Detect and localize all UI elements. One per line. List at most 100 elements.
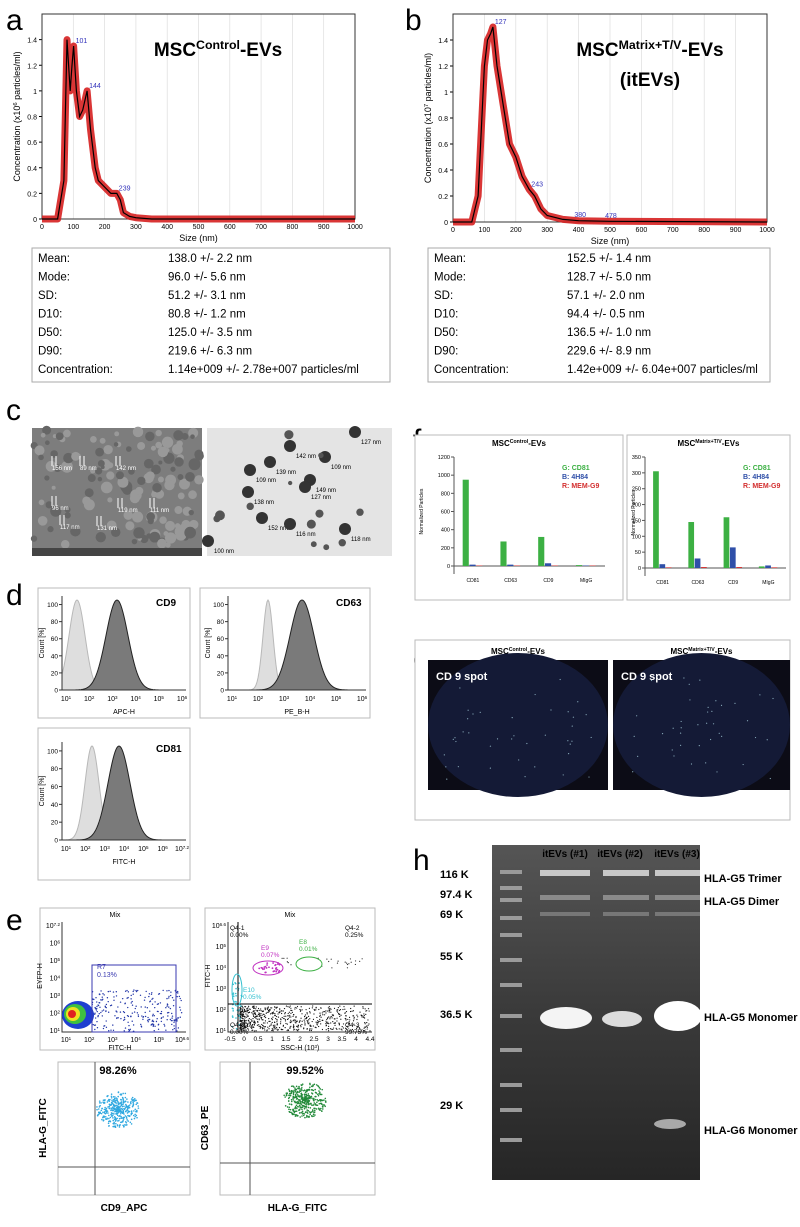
event-dot <box>340 1014 342 1016</box>
y-tick-label: 350 <box>632 455 641 461</box>
particle <box>133 527 145 539</box>
event-dot <box>328 1005 330 1008</box>
event-dot <box>255 1008 257 1010</box>
event-dot <box>253 1024 255 1026</box>
event-dot <box>238 1024 241 1026</box>
event-dot <box>127 1006 129 1009</box>
spot <box>769 777 771 780</box>
text-part: 10 <box>61 846 69 853</box>
event-dot <box>301 1101 304 1104</box>
text-part: 10 <box>50 958 58 965</box>
event-dot <box>327 1007 329 1009</box>
spot <box>457 766 459 768</box>
event-dot <box>289 1005 291 1007</box>
x-tick-label: 0 <box>40 224 44 231</box>
event-dot <box>260 966 263 969</box>
panel-letter: h <box>413 844 430 877</box>
event-dot <box>296 1005 299 1008</box>
particle <box>264 456 276 468</box>
event-dot <box>133 989 135 991</box>
particle <box>107 497 113 503</box>
spot <box>462 731 464 733</box>
event-dot <box>108 1105 111 1108</box>
event-dot <box>313 1115 315 1118</box>
text-part: 3 <box>57 992 60 997</box>
event-dot <box>343 1006 345 1008</box>
y-tick-label: 1 <box>444 90 448 97</box>
event-dot <box>242 1016 244 1018</box>
event-dot <box>124 1101 126 1103</box>
particle <box>256 512 268 524</box>
event-dot <box>96 1106 98 1108</box>
event-dot <box>335 1027 337 1029</box>
spot <box>699 679 701 681</box>
event-dot <box>285 1092 288 1095</box>
event-dot <box>324 1101 327 1103</box>
event-dot <box>130 994 132 997</box>
spot <box>534 693 536 696</box>
event-dot <box>104 1098 106 1101</box>
event-dot <box>171 1017 173 1019</box>
event-dot <box>242 1007 244 1009</box>
event-dot <box>173 1027 176 1030</box>
event-dot <box>179 997 181 1000</box>
bar <box>736 567 743 568</box>
particle <box>131 538 138 545</box>
text-part: particles/ml) <box>12 51 22 102</box>
x-axis-label: Size (nm) <box>179 233 218 243</box>
event-dot <box>292 1099 295 1101</box>
text-part: 10 <box>357 696 365 703</box>
event-dot <box>293 1029 295 1031</box>
event-dot <box>253 1012 255 1014</box>
event-dot <box>162 989 164 992</box>
band <box>654 1001 702 1031</box>
text-part: -EVs <box>240 40 282 61</box>
text-part: MSC <box>492 439 510 448</box>
y-tick-label: 20 <box>51 670 59 677</box>
event-dot <box>310 1102 312 1105</box>
event-dot <box>315 1084 318 1086</box>
text-part: 4 <box>127 845 130 850</box>
event-dot <box>113 1121 115 1124</box>
event-dot <box>361 958 363 960</box>
stat-name: Concentration: <box>38 364 113 376</box>
gate-name: Q4-1 <box>230 925 245 932</box>
particle <box>164 479 175 491</box>
event-dot <box>232 1010 234 1012</box>
event-dot <box>117 1006 119 1008</box>
event-dot <box>264 1009 266 1011</box>
event-dot <box>110 1108 113 1110</box>
event-dot <box>272 1026 275 1028</box>
particle <box>299 481 311 493</box>
stat-name: D50: <box>434 327 458 339</box>
x-tick-label: CD63 <box>504 578 517 584</box>
event-dot <box>168 1006 170 1008</box>
spot <box>671 749 673 751</box>
bar <box>665 567 672 568</box>
event-dot <box>352 1020 355 1022</box>
event-dot <box>115 1104 118 1107</box>
event-dot <box>303 1101 305 1104</box>
event-dot <box>289 1014 291 1017</box>
event-dot <box>347 1024 350 1026</box>
event-dot <box>178 995 181 998</box>
text-part: Matrix+T/V <box>688 647 715 653</box>
band-label: HLA-G5 Dimer <box>704 896 780 908</box>
event-dot <box>321 1088 324 1091</box>
well-title: MSCControl-EVs <box>491 647 546 656</box>
event-dot <box>113 999 115 1002</box>
event-dot <box>320 1093 323 1096</box>
x-tick-label: 102 <box>80 845 91 854</box>
event-dot <box>276 1026 278 1029</box>
event-dot <box>282 1028 284 1031</box>
x-tick-label: MIgG <box>580 578 592 584</box>
event-dot <box>264 1029 266 1031</box>
event-dot <box>120 1117 123 1119</box>
event-dot <box>305 1105 307 1108</box>
event-dot <box>307 1097 309 1100</box>
event-dot <box>251 1029 253 1031</box>
spot <box>632 771 634 773</box>
event-dot <box>243 1021 246 1023</box>
event-dot <box>307 1109 310 1112</box>
event-dot <box>309 1086 311 1089</box>
